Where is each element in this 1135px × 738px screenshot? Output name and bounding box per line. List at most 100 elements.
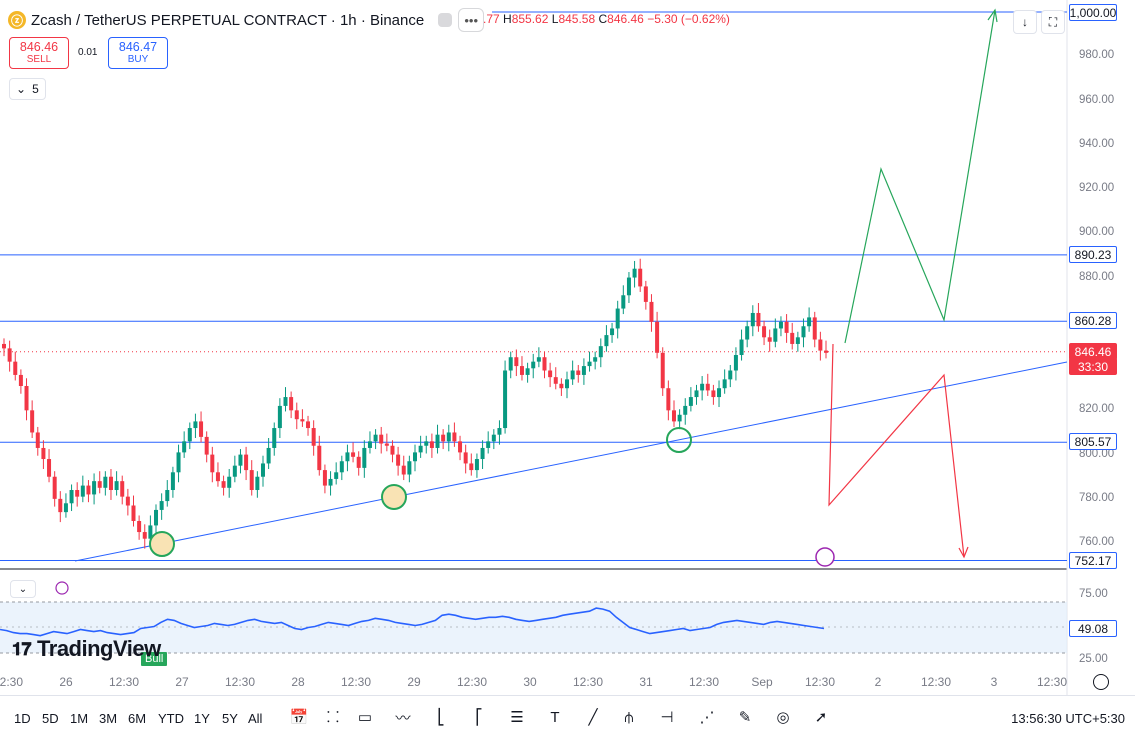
timeframe-6m[interactable]: 6M [128, 711, 147, 726]
trendline-tool-icon[interactable]: ╱ [588, 709, 598, 726]
candle-body [148, 525, 153, 539]
fullscreen-button[interactable]: ⛶ [1041, 10, 1065, 34]
measure-tool-icon[interactable]: ◎ [776, 709, 790, 726]
candle-body [238, 454, 243, 466]
bear-arrowhead [958, 546, 969, 559]
buy-label: BUY [127, 54, 149, 65]
candle-body [649, 301, 654, 322]
price-axis-label: 780.00 [1079, 491, 1115, 504]
candle-body [215, 472, 220, 482]
candle-body [458, 441, 463, 453]
candle-body [750, 312, 755, 327]
tradingview-logo[interactable]: 𝟏𝟕 TradingView [12, 636, 161, 662]
rsi-level-25: 25.00 [1079, 653, 1108, 665]
timeframe-1m[interactable]: 1M [70, 711, 89, 726]
candle-body [553, 377, 558, 384]
price-axis-label: 880.00 [1079, 270, 1115, 283]
timeframe-all[interactable]: All [248, 711, 263, 726]
candle-body [199, 421, 204, 437]
sell-button[interactable]: 846.46 SELL [9, 37, 69, 69]
candle-body [159, 501, 164, 510]
time-axis-label: Sep [751, 675, 773, 689]
rectangle-tool-icon[interactable]: ▭ [357, 709, 373, 726]
scroll-to-latest-button[interactable]: ↓ [1013, 10, 1037, 34]
price-axis-label: 960.00 [1079, 93, 1115, 106]
candle-body [683, 405, 688, 415]
clock[interactable]: 13:56:30 UTC+5:30 [1011, 711, 1125, 726]
time-axis-label: 26 [59, 675, 73, 689]
date-range-icon[interactable]: 📅 [289, 709, 309, 726]
symbol-status-icon[interactable] [438, 13, 453, 27]
text-tool-icon[interactable]: T [550, 708, 560, 726]
candle-body [542, 357, 547, 371]
candle-body [441, 434, 446, 442]
symbol-title[interactable]: Zcash / TetherUS PERPETUAL CONTRACT · 1h… [31, 11, 425, 29]
candle-body [182, 441, 187, 453]
settings-gear-icon[interactable] [1093, 674, 1109, 690]
candle-body [514, 357, 519, 367]
candle-body [643, 286, 648, 302]
candle-body [531, 361, 536, 369]
arrow-tool-icon[interactable]: ➚ [814, 709, 828, 726]
brush-tool-icon[interactable]: ✎ [738, 709, 752, 726]
candle-body [615, 308, 620, 329]
timeframe-5d[interactable]: 5D [42, 711, 59, 726]
candle-body [114, 481, 119, 491]
timeframe-3m[interactable]: 3M [99, 711, 118, 726]
cursor-crosshair-icon[interactable]: ⸬ [326, 709, 340, 726]
candle-body [824, 350, 828, 353]
candle-body [58, 498, 63, 513]
timeframe-1y[interactable]: 1Y [194, 711, 210, 726]
candle-body [559, 383, 564, 389]
indicators-toggle[interactable]: ⌄ 5 [9, 78, 46, 100]
buy-button[interactable]: 846.47 BUY [108, 37, 168, 69]
countdown-tag: 33:30 [1069, 358, 1117, 375]
candle-body [311, 428, 316, 446]
timeframe-1d[interactable]: 1D [14, 711, 31, 726]
long-position-icon[interactable]: ⎣ [437, 709, 445, 726]
candle-body [277, 405, 282, 429]
pitchfork-icon[interactable]: ⫛ [624, 708, 634, 726]
bear-projection-path [828, 343, 965, 558]
candle-body [407, 461, 412, 475]
time-axis-label: 12:30 [1036, 675, 1068, 689]
timeframe-5y[interactable]: 5Y [222, 711, 238, 726]
current-price-tag: 846.46 [1069, 343, 1117, 360]
candle-body [108, 476, 113, 491]
candle-body [655, 321, 660, 353]
more-options-icon[interactable]: ••• [458, 8, 485, 32]
price-axis-label: 940.00 [1079, 137, 1115, 150]
ohlc-high: 855.62 [511, 12, 549, 26]
path-tool-icon[interactable]: 〰 [395, 709, 411, 727]
candle-body [429, 441, 434, 448]
pattern-tool-icon[interactable]: ⋰ [699, 709, 715, 726]
timeframe-ytd[interactable]: YTD [158, 711, 184, 726]
candle-body [249, 470, 254, 491]
candle-body [413, 452, 417, 462]
candle-body [717, 388, 722, 398]
forecast-icon[interactable]: ⊣ [660, 709, 674, 726]
candle-body [137, 520, 142, 533]
candle-body [165, 490, 170, 502]
candle-body [784, 321, 789, 333]
candle-body [711, 390, 716, 398]
price-axis-label: 800.00 [1079, 447, 1115, 460]
swing-low-circle [666, 427, 692, 453]
candle-body [47, 459, 52, 477]
candle-body [384, 443, 389, 446]
candle-body [671, 410, 676, 422]
time-axis-label: 12:30 [804, 675, 836, 689]
fib-tool-icon[interactable]: ☰ [510, 709, 524, 726]
candle-body [773, 328, 778, 342]
candle-body [666, 388, 671, 411]
short-position-icon[interactable]: ⎡ [475, 709, 483, 726]
candle-body [227, 476, 232, 488]
symbol-header[interactable]: ⓩ Zcash / TetherUS PERPETUAL CONTRACT · … [0, 8, 493, 32]
candle-body [322, 470, 327, 486]
candle-body [705, 383, 710, 391]
rsi-collapse-button[interactable]: ⌄ [10, 580, 36, 598]
ohlc-change: −5.30 (−0.62%) [647, 12, 730, 26]
candle-body [283, 397, 288, 406]
time-axis-label: 30 [523, 675, 537, 689]
